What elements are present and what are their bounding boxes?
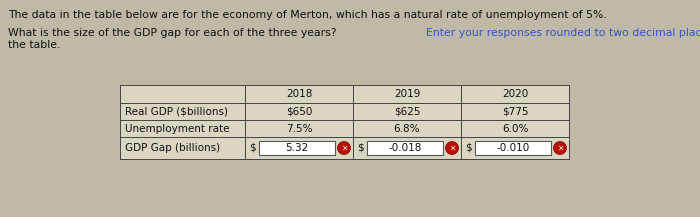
Bar: [259, 141, 335, 155]
Bar: [475, 141, 551, 155]
Text: 2018: 2018: [286, 89, 312, 99]
Text: GDP Gap (billions): GDP Gap (billions): [125, 143, 220, 153]
Text: $: $: [249, 143, 256, 153]
Bar: [367, 141, 443, 155]
Circle shape: [445, 141, 458, 155]
Text: 2019: 2019: [394, 89, 420, 99]
Text: Real GDP ($billions): Real GDP ($billions): [125, 107, 228, 117]
Text: ✕: ✕: [341, 144, 347, 153]
Text: $625: $625: [393, 107, 420, 117]
Text: $: $: [357, 143, 363, 153]
Text: 5.32: 5.32: [286, 143, 309, 153]
Circle shape: [554, 141, 566, 155]
Text: $: $: [465, 143, 472, 153]
Text: -0.010: -0.010: [496, 143, 530, 153]
Text: the table.: the table.: [8, 40, 60, 50]
Text: 6.0%: 6.0%: [502, 123, 528, 133]
Text: The data in the table below are for the economy of Merton, which has a natural r: The data in the table below are for the …: [8, 10, 607, 20]
Text: 6.8%: 6.8%: [393, 123, 420, 133]
Text: Enter your responses rounded to two decimal places, in the fi: Enter your responses rounded to two deci…: [426, 28, 700, 38]
Bar: [120, 85, 569, 159]
Text: 7.5%: 7.5%: [286, 123, 312, 133]
Text: $775: $775: [502, 107, 528, 117]
Text: What is the size of the GDP gap for each of the three years?: What is the size of the GDP gap for each…: [8, 28, 340, 38]
Text: ✕: ✕: [556, 144, 564, 153]
Text: ✕: ✕: [449, 144, 455, 153]
Circle shape: [337, 141, 351, 155]
Text: Unemployment rate: Unemployment rate: [125, 123, 230, 133]
Text: $650: $650: [286, 107, 312, 117]
Text: 2020: 2020: [502, 89, 528, 99]
Text: -0.018: -0.018: [389, 143, 421, 153]
